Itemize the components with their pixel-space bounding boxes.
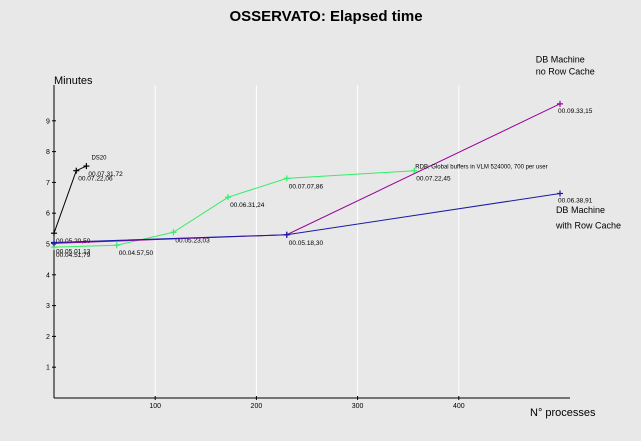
- annotation: no Row Cache: [536, 67, 595, 77]
- annotation: DB Machine: [536, 54, 585, 64]
- y-tick-label: 3: [46, 303, 50, 310]
- y-axis-title: Minutes: [54, 75, 93, 87]
- y-tick-label: 7: [46, 180, 50, 187]
- data-label: 00.04.51,79: [56, 252, 91, 259]
- data-label: 00.07.22,45: [416, 176, 451, 183]
- y-tick-label: 1: [46, 365, 50, 372]
- y-tick-label: 4: [46, 272, 50, 279]
- x-tick-label: 400: [453, 403, 465, 410]
- annotation: RDB: Global buffers in VLM 524000, 700 p…: [415, 165, 547, 171]
- data-label: 00.06.31,24: [230, 202, 265, 209]
- data-label: 00.09.33,15: [558, 108, 593, 115]
- y-tick-label: 6: [46, 211, 50, 218]
- data-label: 00.06.38,91: [558, 197, 593, 204]
- data-label: 00.07.31,72: [88, 171, 123, 178]
- x-tick-label: 100: [149, 403, 161, 410]
- x-axis-title: N° processes: [530, 407, 596, 419]
- data-label: 00.04.57,50: [119, 250, 154, 257]
- chart-title: OSSERVATO: Elapsed time: [229, 8, 422, 25]
- annotation: with Row Cache: [555, 221, 621, 231]
- annotation: DB Machine: [556, 205, 605, 215]
- x-tick-label: 300: [352, 403, 364, 410]
- data-label: 00.07.22,06: [78, 176, 113, 183]
- series-line: [53, 103, 561, 244]
- annotation: DS20: [91, 155, 107, 161]
- x-tick-label: 200: [251, 403, 263, 410]
- y-tick-label: 9: [46, 118, 50, 125]
- y-tick-label: 5: [46, 242, 50, 249]
- data-label: 00.05.18,30: [289, 240, 324, 247]
- y-tick-label: 2: [46, 334, 50, 341]
- data-label: 00.07.07,86: [289, 183, 324, 190]
- series-line: [53, 192, 561, 243]
- data-label: 00.05.23,03: [175, 237, 210, 244]
- y-tick-label: 8: [46, 149, 50, 156]
- data-label: 00.05.01,13: [56, 248, 91, 255]
- series-line: [53, 170, 415, 248]
